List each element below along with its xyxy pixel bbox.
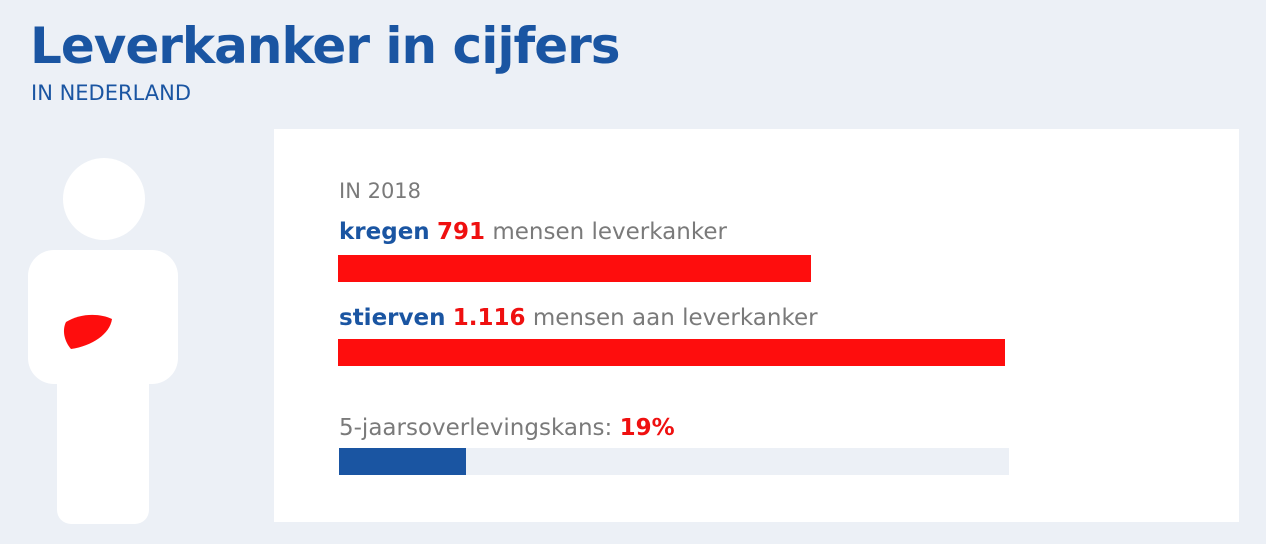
stat-deaths-suffix: mensen aan leverkanker [532, 305, 818, 331]
stat-deaths-label: stierven 1.116 mensen aan leverkanker [339, 304, 818, 332]
page-title: Leverkanker in cijfers [30, 17, 621, 75]
person-silhouette-icon [28, 158, 178, 524]
stat-deaths-verb: stierven [339, 305, 446, 331]
page-subtitle: IN NEDERLAND [31, 81, 192, 105]
survival-label-text: 5-jaarsoverlevingskans: [339, 415, 613, 441]
survival-label: 5-jaarsoverlevingskans: 19% [339, 414, 675, 442]
stat-deaths-value: 1.116 [452, 305, 526, 331]
stat-new-cases-value: 791 [437, 219, 486, 245]
stat-new-cases-label: kregen 791 mensen leverkanker [339, 218, 727, 246]
bar-deaths [338, 339, 1005, 366]
survival-fill-bar [339, 448, 466, 475]
survival-track [339, 448, 1009, 475]
year-label: IN 2018 [339, 179, 422, 203]
stat-new-cases-suffix: mensen leverkanker [492, 219, 727, 245]
stat-new-cases-verb: kregen [339, 219, 430, 245]
bar-new-cases [338, 255, 811, 282]
survival-value: 19% [619, 415, 675, 441]
liver-icon [63, 314, 112, 349]
